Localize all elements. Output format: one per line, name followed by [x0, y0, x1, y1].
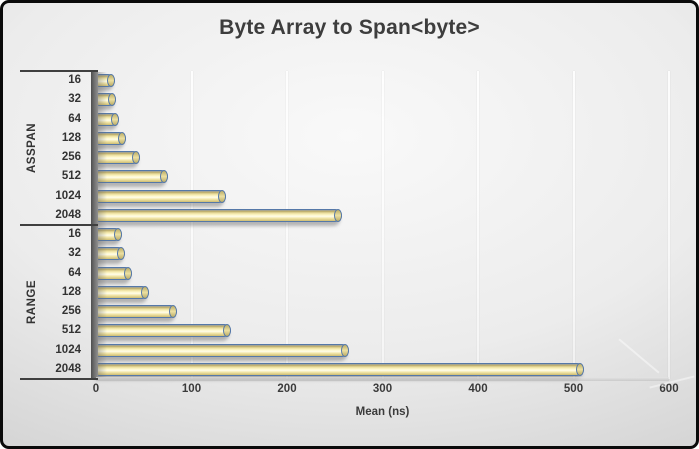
x-tick-label-0: 0	[92, 383, 100, 395]
gridline-100	[190, 71, 193, 379]
category-label: 128	[61, 131, 81, 144]
category-axis	[20, 70, 98, 380]
bar-asspan-2048	[96, 208, 343, 222]
x-tick-label-600: 600	[659, 383, 679, 395]
value-axis-ticks: 0 100 200 300 400 500 600	[92, 383, 679, 398]
group-separator-line	[20, 70, 98, 72]
bar-end-cap	[110, 112, 119, 126]
group-separator-line	[20, 378, 98, 380]
plot-floor-edge	[96, 377, 669, 381]
x-tick-label-400: 400	[468, 383, 488, 395]
bar-end-cap	[341, 343, 350, 357]
plot-area	[96, 71, 670, 379]
gridline-500	[572, 71, 575, 379]
bar-end-cap	[222, 324, 231, 338]
category-label: 512	[61, 170, 81, 183]
category-label: 64	[68, 112, 81, 125]
bar-range-2048	[96, 362, 584, 376]
x-tick-label-200: 200	[277, 383, 297, 395]
bar-asspan-32	[96, 93, 117, 107]
gridline-400	[477, 71, 479, 379]
gridline-300	[381, 71, 384, 379]
bar-end-cap	[116, 247, 125, 261]
bar-range-1024	[96, 343, 350, 357]
bar-end-cap	[140, 285, 149, 299]
category-label: 16	[68, 228, 81, 240]
bar-end-cap	[217, 189, 226, 203]
bar-end-cap	[124, 266, 133, 280]
bar-end-cap	[117, 131, 126, 145]
bar-range-16	[96, 228, 122, 241]
category-label: 64	[68, 266, 81, 279]
category-label: 256	[61, 151, 81, 163]
bar-range-64	[96, 266, 133, 280]
group-separator-line	[20, 224, 98, 226]
category-label: 32	[68, 93, 81, 106]
category-label: 2048	[55, 208, 81, 221]
bar-end-cap	[576, 362, 584, 376]
bar-end-cap	[107, 74, 116, 87]
gridline-200	[286, 71, 288, 379]
bar-end-cap	[131, 151, 140, 164]
category-label-column: 16 32 64 128 256 512 1024 2048 16 32 64 128 256 512 10…	[20, 71, 83, 379]
category-label: 2048	[55, 362, 81, 375]
category-label: 128	[61, 285, 81, 298]
chart-title: Byte Array to Span<byte>	[219, 16, 480, 39]
category-label: 1024	[55, 343, 81, 356]
bar-end-cap	[108, 93, 117, 107]
bar-range-512	[96, 324, 231, 338]
bar-end-cap	[159, 170, 168, 184]
bar-end-cap	[169, 305, 178, 318]
x-tick-label-500: 500	[563, 383, 584, 395]
bar-asspan-128	[96, 131, 126, 145]
bar-range-256	[96, 305, 178, 318]
bar-end-cap	[113, 228, 122, 241]
category-label: 256	[61, 305, 81, 317]
wall-shadow	[98, 72, 107, 378]
bar-end-cap	[334, 208, 343, 222]
x-axis-title: Mean (ns)	[355, 406, 410, 418]
bar-range-32	[96, 247, 125, 261]
category-label: 1024	[55, 189, 81, 202]
x-tick-label-100: 100	[181, 383, 202, 395]
category-label: 512	[61, 324, 81, 337]
gridline-600	[668, 71, 670, 379]
bar-asspan-1024	[96, 189, 226, 203]
x-tick-label-300: 300	[372, 383, 393, 395]
category-label: 16	[68, 74, 81, 86]
category-label: 32	[68, 247, 81, 260]
